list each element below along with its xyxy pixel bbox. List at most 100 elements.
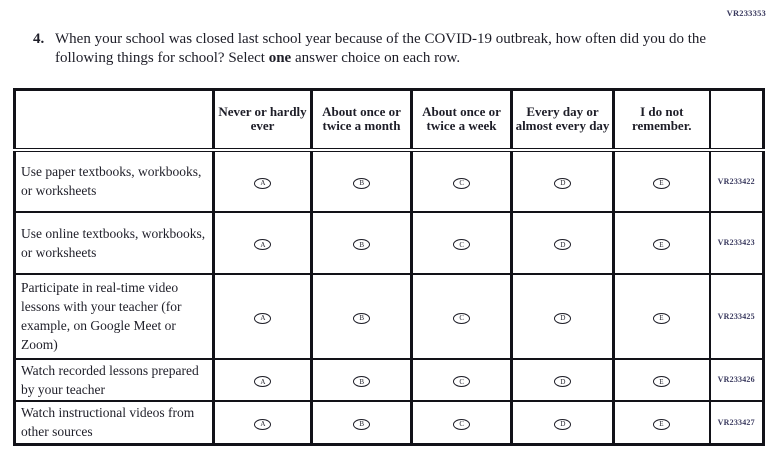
question-number: 4.	[33, 31, 45, 47]
bubble-letter: B	[359, 178, 364, 187]
choice-cell: E	[612, 148, 711, 213]
page-code: VR233353	[726, 8, 766, 18]
bubble-letter: A	[259, 313, 266, 322]
bubble-letter: C	[459, 313, 464, 322]
row-label: Use online textbooks, workbooks, or work…	[13, 210, 215, 275]
choice-cell: B	[310, 357, 413, 402]
answer-bubble-e[interactable]: E	[653, 239, 671, 250]
choice-cell: C	[410, 148, 513, 213]
grid-header: Never or hardly ever About once or twice…	[13, 88, 765, 152]
choice-cell: E	[612, 210, 711, 275]
question-text-bold: one	[268, 50, 292, 66]
choice-cell: C	[410, 272, 513, 360]
answer-bubble-c[interactable]: C	[453, 239, 470, 250]
column-header-never: Never or hardly ever	[212, 88, 313, 152]
bubble-letter: E	[659, 377, 664, 386]
answer-bubble-b[interactable]: B	[353, 177, 370, 189]
row-code: VR233427	[709, 399, 765, 446]
bubble-letter: D	[559, 178, 566, 187]
bubble-letter: A	[259, 377, 266, 386]
row-label: Watch instructional videos from other so…	[13, 399, 215, 446]
table-row: Use paper textbooks, workbooks, or works…	[13, 148, 765, 213]
answer-bubble-d[interactable]: D	[554, 376, 571, 387]
answer-bubble-b[interactable]: B	[353, 239, 370, 250]
bubble-letter: D	[559, 313, 566, 322]
column-header-every-day: Every day or almost every day	[510, 88, 615, 152]
bubble-letter: A	[259, 178, 266, 187]
bubble-letter: D	[559, 419, 566, 428]
bubble-letter: E	[659, 178, 664, 187]
table-row: Watch instructional videos from other so…	[13, 399, 765, 446]
row-code: VR233425	[709, 272, 765, 360]
table-row: Watch recorded lessons prepared by your …	[13, 357, 765, 402]
answer-bubble-c[interactable]: C	[453, 177, 470, 189]
choice-cell: E	[612, 357, 711, 402]
answer-bubble-d[interactable]: D	[554, 239, 571, 250]
bubble-letter: B	[359, 313, 364, 322]
question-text-part2: answer choice on each row.	[291, 50, 461, 66]
bubble-letter: E	[659, 240, 664, 249]
choice-cell: D	[510, 399, 615, 446]
choice-cell: C	[410, 399, 513, 446]
bubble-letter: C	[459, 377, 464, 386]
answer-bubble-e[interactable]: E	[653, 312, 671, 324]
choice-cell: D	[510, 148, 615, 213]
choice-cell: C	[410, 357, 513, 402]
bubble-letter: C	[459, 419, 464, 428]
column-header-once-month: About once or twice a month	[310, 88, 413, 152]
answer-bubble-a[interactable]: A	[254, 418, 271, 430]
bubble-letter: B	[359, 377, 364, 386]
column-header-not-remember: I do not remember.	[612, 88, 711, 152]
header-corner-empty	[13, 88, 215, 152]
answer-bubble-a[interactable]: A	[254, 312, 271, 324]
choice-cell: B	[310, 272, 413, 360]
bubble-letter: B	[359, 240, 364, 249]
answer-bubble-c[interactable]: C	[453, 376, 470, 387]
choice-cell: A	[212, 399, 313, 446]
bubble-letter: C	[459, 178, 464, 187]
choice-cell: D	[510, 357, 615, 402]
choice-cell: C	[410, 210, 513, 275]
bubble-letter: A	[259, 419, 266, 428]
answer-bubble-d[interactable]: D	[554, 418, 571, 430]
answer-bubble-c[interactable]: C	[453, 312, 470, 324]
header-code-empty	[709, 88, 765, 152]
answer-bubble-a[interactable]: A	[254, 177, 271, 189]
choice-cell: A	[212, 272, 313, 360]
answer-bubble-e[interactable]: E	[653, 418, 671, 430]
choice-cell: B	[310, 399, 413, 446]
row-label: Participate in real-time video lessons w…	[13, 272, 215, 360]
bubble-letter: C	[459, 240, 464, 249]
answer-bubble-e[interactable]: E	[653, 376, 671, 387]
choice-cell: B	[310, 210, 413, 275]
answer-bubble-b[interactable]: B	[353, 376, 370, 387]
answer-bubble-b[interactable]: B	[353, 312, 370, 324]
choice-cell: D	[510, 210, 615, 275]
bubble-letter: D	[559, 240, 566, 249]
row-code: VR233426	[709, 357, 765, 402]
choice-cell: D	[510, 272, 615, 360]
answer-bubble-a[interactable]: A	[254, 376, 271, 387]
answer-grid: Never or hardly ever About once or twice…	[13, 88, 765, 446]
answer-bubble-e[interactable]: E	[653, 177, 671, 189]
table-row: Use online textbooks, workbooks, or work…	[13, 210, 765, 275]
bubble-letter: E	[659, 419, 664, 428]
choice-cell: A	[212, 357, 313, 402]
answer-bubble-a[interactable]: A	[254, 239, 271, 250]
choice-cell: E	[612, 272, 711, 360]
bubble-letter: B	[359, 419, 364, 428]
answer-bubble-d[interactable]: D	[554, 312, 571, 324]
choice-cell: A	[212, 148, 313, 213]
bubble-letter: D	[559, 377, 566, 386]
bubble-letter: A	[259, 240, 266, 249]
answer-bubble-b[interactable]: B	[353, 418, 370, 430]
choice-cell: A	[212, 210, 313, 275]
row-code: VR233422	[709, 148, 765, 213]
choice-cell: B	[310, 148, 413, 213]
table-row: Participate in real-time video lessons w…	[13, 272, 765, 360]
answer-bubble-d[interactable]: D	[554, 177, 571, 189]
row-code: VR233423	[709, 210, 765, 275]
answer-bubble-c[interactable]: C	[453, 418, 470, 430]
row-label: Use paper textbooks, workbooks, or works…	[13, 148, 215, 213]
